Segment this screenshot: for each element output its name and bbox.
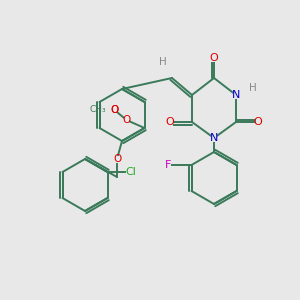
FancyBboxPatch shape (250, 85, 256, 92)
FancyBboxPatch shape (211, 134, 217, 142)
Text: O: O (210, 53, 218, 63)
Text: O: O (254, 117, 262, 127)
Text: Cl: Cl (126, 167, 136, 177)
FancyBboxPatch shape (160, 58, 166, 65)
Text: N: N (232, 90, 240, 100)
FancyBboxPatch shape (211, 55, 217, 62)
FancyBboxPatch shape (112, 106, 117, 113)
Text: O: O (110, 105, 118, 115)
Text: CH₃: CH₃ (90, 106, 106, 115)
FancyBboxPatch shape (126, 169, 136, 176)
Text: O: O (122, 115, 130, 125)
Text: H: H (159, 57, 167, 67)
FancyBboxPatch shape (112, 106, 117, 113)
FancyBboxPatch shape (114, 155, 120, 163)
Text: N: N (210, 133, 218, 143)
FancyBboxPatch shape (255, 118, 261, 125)
Text: F: F (165, 160, 171, 170)
Text: H: H (249, 83, 257, 93)
FancyBboxPatch shape (167, 118, 173, 125)
Text: O: O (110, 105, 118, 115)
Text: O: O (166, 117, 174, 127)
FancyBboxPatch shape (233, 92, 239, 98)
Text: O: O (113, 154, 121, 164)
FancyBboxPatch shape (165, 161, 171, 169)
FancyBboxPatch shape (124, 116, 129, 124)
